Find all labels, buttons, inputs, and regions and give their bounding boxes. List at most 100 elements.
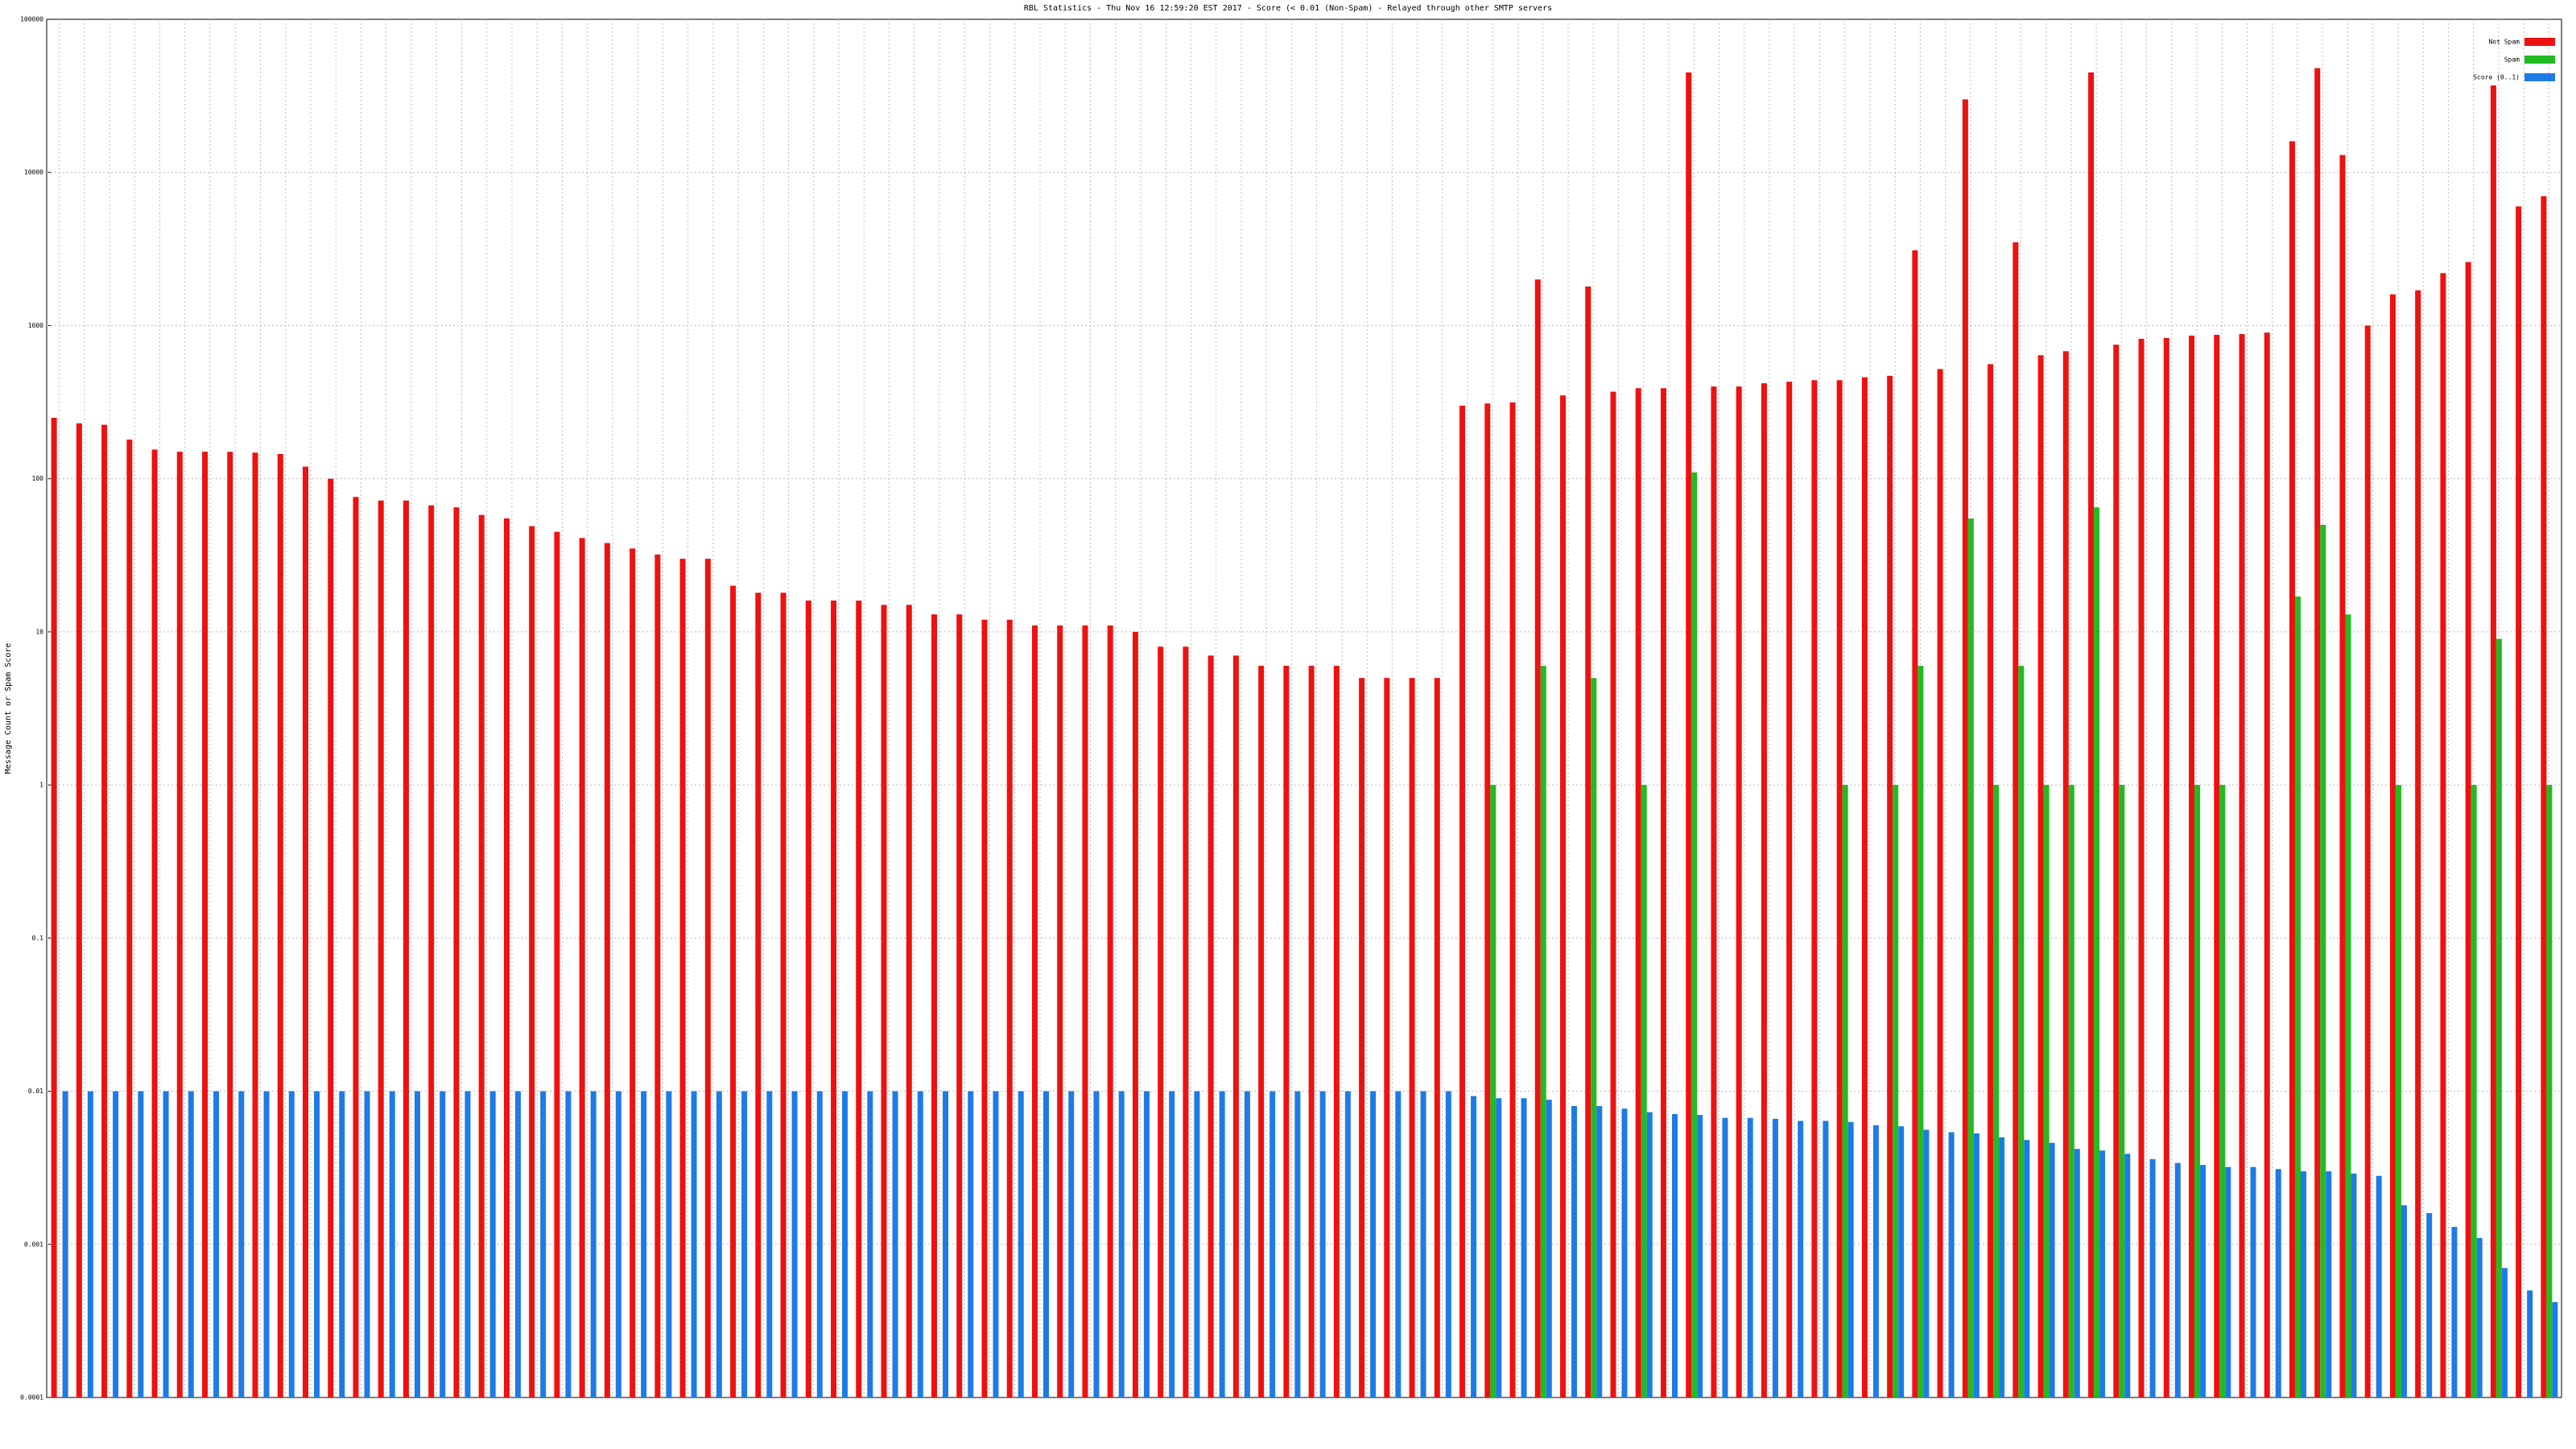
legend-label: Not Spam	[2488, 39, 2520, 46]
bar	[1496, 1098, 1502, 1397]
bar	[615, 1091, 621, 1397]
bar	[2068, 785, 2074, 1397]
bar	[1671, 1113, 1678, 1397]
bar	[981, 619, 988, 1397]
bar	[2490, 85, 2496, 1398]
bar	[277, 453, 283, 1397]
bar	[62, 1091, 68, 1397]
bar	[1269, 1091, 1276, 1397]
legend-label: Spam	[2504, 56, 2520, 64]
bar	[1999, 1137, 2005, 1397]
bar	[1823, 1121, 1829, 1397]
legend-swatch	[2524, 73, 2555, 81]
bar	[1359, 678, 1365, 1397]
bar	[2395, 785, 2401, 1397]
bar	[138, 1091, 144, 1397]
bar	[514, 1091, 521, 1397]
bar	[1183, 646, 1189, 1397]
bar	[1219, 1091, 1225, 1397]
bar	[1308, 666, 1315, 1397]
bar	[1082, 625, 1088, 1397]
bar	[1811, 380, 1818, 1397]
bar	[478, 514, 485, 1397]
bar	[1736, 386, 1742, 1397]
bar	[213, 1091, 220, 1397]
bar	[2364, 325, 2371, 1397]
bar	[1660, 388, 1666, 1397]
bar	[1132, 631, 1138, 1397]
bar	[1872, 1125, 1879, 1397]
bar	[1546, 1100, 1552, 1397]
bar	[126, 440, 133, 1397]
bar	[1697, 1115, 1703, 1397]
bar	[2138, 338, 2145, 1397]
bar	[2326, 1171, 2332, 1397]
bar	[766, 1091, 773, 1397]
bar	[1596, 1105, 1603, 1397]
bar	[1509, 402, 1516, 1397]
bar	[1635, 388, 1641, 1397]
bar	[1445, 1091, 1451, 1397]
bar	[2194, 785, 2201, 1397]
bar	[892, 1091, 898, 1397]
bar	[1006, 619, 1013, 1397]
bar	[2314, 68, 2321, 1397]
bar	[2389, 294, 2396, 1397]
bar	[1169, 1091, 1175, 1397]
bar	[339, 1091, 345, 1397]
bar	[1691, 472, 1698, 1397]
bar	[1031, 625, 1038, 1397]
bar	[2552, 1302, 2558, 1397]
bar	[630, 548, 636, 1398]
bar	[2074, 1149, 2080, 1397]
bar	[238, 1091, 245, 1397]
bar	[1918, 666, 1924, 1397]
bar	[314, 1091, 320, 1397]
bar	[716, 1091, 722, 1397]
bar	[2541, 196, 2547, 1398]
bar	[2401, 1205, 2407, 1397]
bar	[1521, 1098, 1527, 1397]
bar	[76, 423, 82, 1398]
bar	[2037, 355, 2044, 1397]
bar	[816, 1091, 823, 1397]
bar	[1610, 391, 1616, 1398]
bar	[2440, 273, 2446, 1397]
bar	[101, 424, 108, 1397]
bar	[1722, 1117, 1728, 1397]
bar	[1420, 1091, 1426, 1397]
bar	[2320, 524, 2326, 1398]
bar	[2189, 335, 2195, 1397]
bar	[2088, 72, 2095, 1398]
bar	[389, 1091, 395, 1397]
bar	[1068, 1091, 1075, 1397]
bar	[1384, 678, 1390, 1397]
bar	[1042, 1091, 1049, 1397]
bar	[1540, 666, 1546, 1397]
bar	[176, 452, 183, 1397]
bar	[1641, 785, 1647, 1397]
bar	[730, 585, 737, 1397]
bar	[741, 1091, 748, 1397]
bar	[943, 1091, 949, 1397]
bar	[540, 1091, 547, 1397]
bar	[1158, 646, 1164, 1397]
bar	[579, 538, 585, 1398]
bar	[666, 1091, 672, 1397]
bar	[565, 1091, 572, 1397]
bar	[2219, 785, 2226, 1397]
y-tick-label: 1000	[28, 322, 43, 329]
bar	[1912, 250, 1918, 1397]
bar	[1893, 785, 1899, 1397]
bar	[2214, 334, 2220, 1397]
bar	[1283, 666, 1290, 1397]
bar	[856, 601, 862, 1397]
bar	[2516, 206, 2522, 1397]
bar	[2415, 290, 2421, 1398]
bar	[867, 1091, 873, 1397]
bar	[2062, 351, 2069, 1398]
bar	[1143, 1091, 1150, 1397]
bar	[2149, 1158, 2156, 1397]
bar	[1459, 405, 1466, 1397]
